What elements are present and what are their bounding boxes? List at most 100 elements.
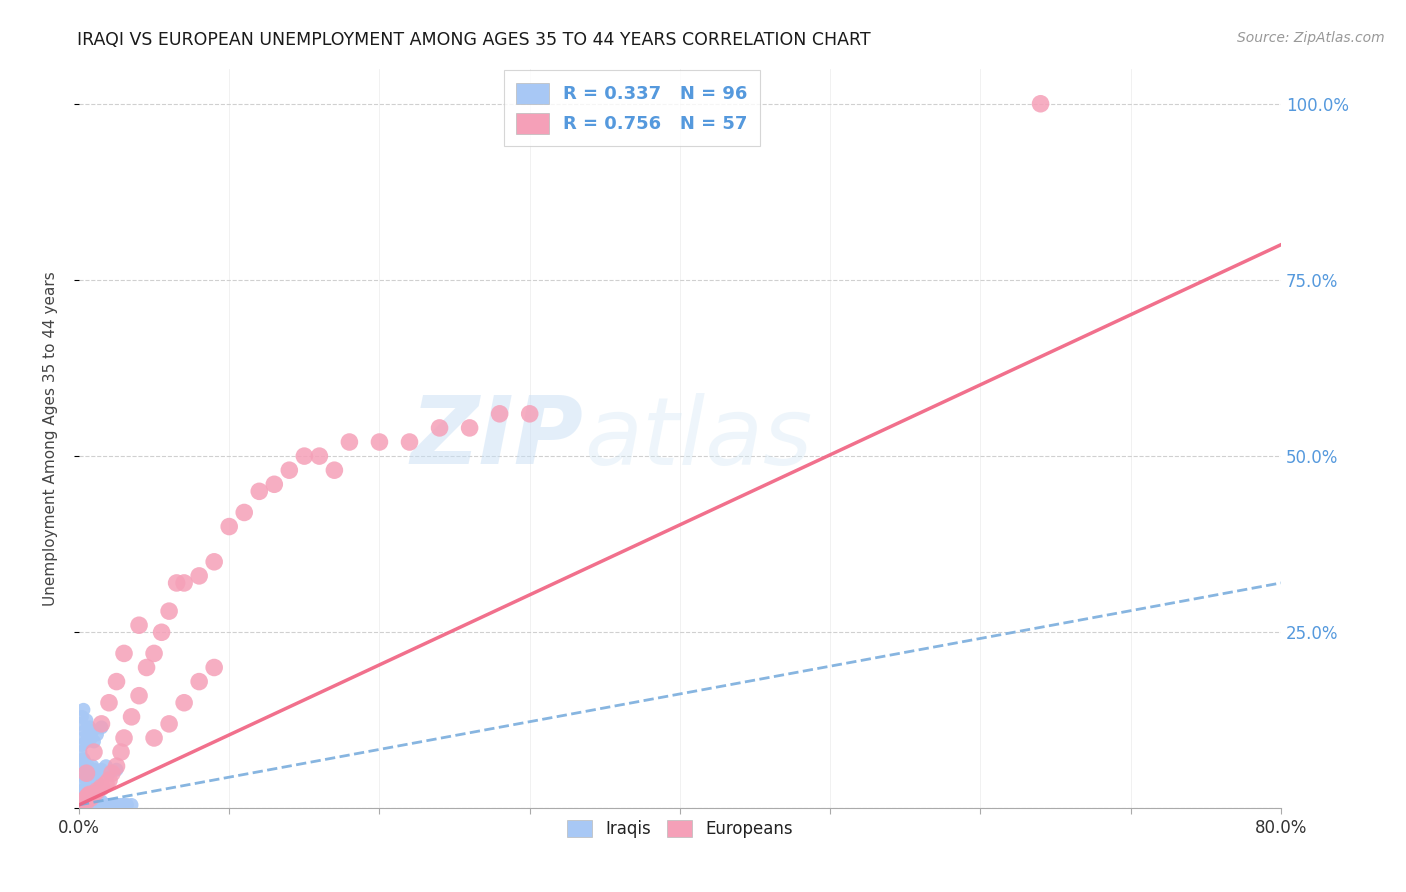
- Point: [75, 788, 97, 802]
- Point: [86, 766, 108, 780]
- Point: [77, 794, 100, 808]
- Point: [107, 797, 129, 812]
- Point: [79, 720, 101, 734]
- Point: [103, 797, 125, 812]
- Point: [75, 734, 97, 748]
- Point: [292, 449, 315, 463]
- Point: [101, 797, 124, 812]
- Point: [80, 763, 103, 777]
- Y-axis label: Unemployment Among Ages 35 to 44 years: Unemployment Among Ages 35 to 44 years: [44, 271, 58, 606]
- Point: [105, 763, 128, 777]
- Point: [98, 766, 121, 780]
- Point: [82, 794, 104, 808]
- Point: [86, 794, 108, 808]
- Legend: Iraqis, Europeans: Iraqis, Europeans: [560, 813, 800, 845]
- Point: [79, 788, 101, 802]
- Point: [70, 710, 93, 724]
- Point: [73, 788, 96, 802]
- Point: [75, 763, 97, 777]
- Point: [82, 723, 104, 738]
- Point: [86, 797, 108, 812]
- Point: [112, 797, 135, 812]
- Point: [70, 738, 93, 752]
- Point: [83, 788, 105, 802]
- Point: [82, 790, 104, 805]
- Point: [166, 576, 188, 591]
- Point: [73, 723, 96, 738]
- Point: [98, 696, 121, 710]
- Point: [323, 463, 346, 477]
- Point: [80, 797, 103, 812]
- Point: [105, 674, 128, 689]
- Point: [86, 784, 108, 798]
- Point: [70, 794, 93, 808]
- Point: [72, 797, 94, 812]
- Text: atlas: atlas: [583, 393, 813, 484]
- Point: [83, 734, 105, 748]
- Point: [79, 794, 101, 808]
- Point: [72, 731, 94, 745]
- Point: [112, 647, 135, 661]
- Point: [94, 759, 117, 773]
- Text: IRAQI VS EUROPEAN UNEMPLOYMENT AMONG AGES 35 TO 44 YEARS CORRELATION CHART: IRAQI VS EUROPEAN UNEMPLOYMENT AMONG AGE…: [77, 31, 870, 49]
- Point: [77, 790, 100, 805]
- Point: [89, 797, 111, 812]
- Point: [82, 759, 104, 773]
- Point: [218, 519, 240, 533]
- Point: [69, 797, 91, 812]
- Point: [72, 773, 94, 788]
- Point: [1029, 96, 1052, 111]
- Point: [368, 435, 391, 450]
- Point: [69, 717, 91, 731]
- Point: [202, 660, 225, 674]
- Point: [87, 794, 110, 808]
- Point: [128, 618, 150, 632]
- Point: [105, 759, 128, 773]
- Point: [69, 790, 91, 805]
- Point: [143, 647, 166, 661]
- Point: [488, 407, 510, 421]
- Point: [70, 797, 93, 812]
- Point: [83, 790, 105, 805]
- Text: ZIP: ZIP: [411, 392, 583, 484]
- Point: [429, 421, 451, 435]
- Point: [173, 696, 195, 710]
- Point: [308, 449, 330, 463]
- Point: [90, 763, 112, 777]
- Point: [80, 731, 103, 745]
- Point: [90, 717, 112, 731]
- Point: [70, 784, 93, 798]
- Point: [91, 797, 114, 812]
- Point: [69, 794, 91, 808]
- Point: [83, 763, 105, 777]
- Point: [105, 797, 128, 812]
- Point: [90, 794, 112, 808]
- Point: [75, 797, 97, 812]
- Point: [150, 625, 173, 640]
- Point: [173, 576, 195, 591]
- Point: [98, 797, 121, 812]
- Point: [73, 756, 96, 770]
- Point: [128, 689, 150, 703]
- Point: [112, 731, 135, 745]
- Point: [79, 790, 101, 805]
- Point: [70, 796, 93, 810]
- Point: [86, 774, 108, 789]
- Point: [69, 797, 91, 812]
- Point: [73, 790, 96, 805]
- Point: [79, 788, 101, 802]
- Point: [157, 717, 180, 731]
- Point: [75, 773, 97, 788]
- Point: [121, 797, 143, 812]
- Point: [135, 660, 157, 674]
- Point: [90, 797, 112, 812]
- Point: [75, 766, 97, 780]
- Point: [80, 790, 103, 805]
- Point: [94, 797, 117, 812]
- Point: [83, 794, 105, 808]
- Point: [73, 793, 96, 807]
- Point: [75, 790, 97, 805]
- Point: [84, 794, 107, 808]
- Point: [79, 774, 101, 789]
- Point: [82, 797, 104, 812]
